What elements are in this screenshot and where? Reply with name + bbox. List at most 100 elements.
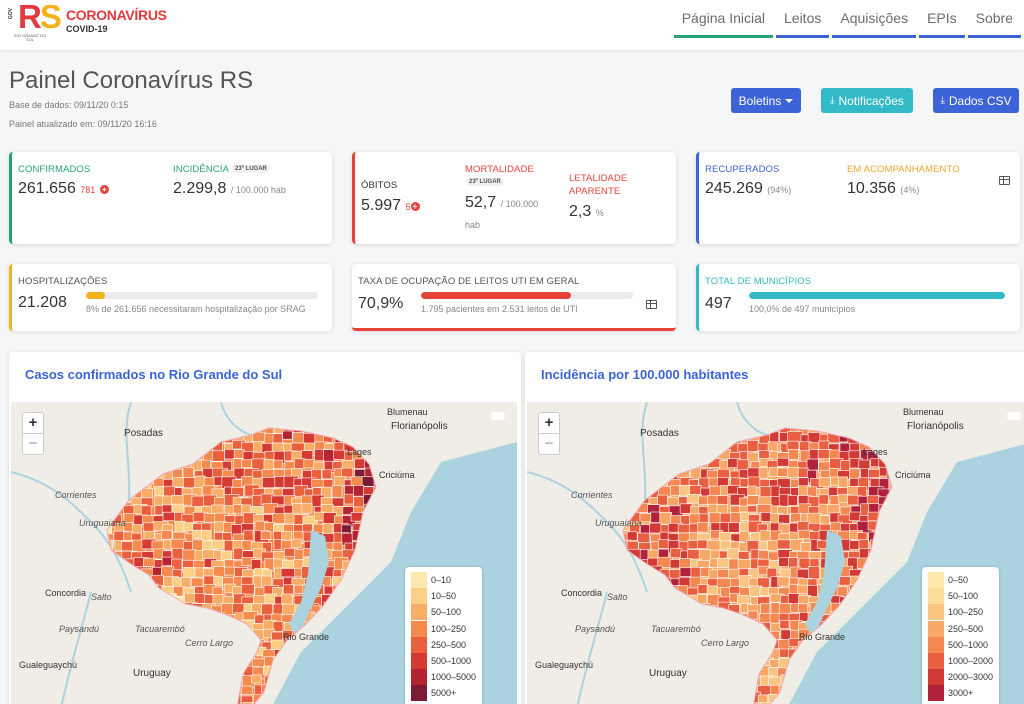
municipality-cell <box>323 658 339 671</box>
legend-item: 250–500 <box>411 636 476 653</box>
municipality-cell <box>342 620 353 634</box>
place-label-tacuarembo: Tacuarembó <box>135 624 185 634</box>
municipality-cell <box>334 657 347 671</box>
municipality-cell <box>759 530 771 542</box>
municipality-cell <box>679 503 693 514</box>
municipality-cell <box>240 685 253 695</box>
municipality-cell <box>284 692 295 701</box>
table-icon[interactable] <box>646 300 657 309</box>
municipality-cell <box>352 658 364 670</box>
place-label-cerro-largo: Cerro Largo <box>701 638 750 648</box>
municipality-cell <box>294 683 305 697</box>
municipality-cell <box>353 640 369 653</box>
confirmados-delta: 781 <box>80 185 96 195</box>
municipality-cell <box>280 568 297 578</box>
municipality-cell <box>670 485 681 496</box>
municipality-cell <box>341 629 353 641</box>
nav-sobre[interactable]: Sobre <box>967 0 1021 38</box>
municipality-cell <box>760 512 772 522</box>
dados-csv-button[interactable]: ⤓ Dados CSV <box>933 88 1019 113</box>
municipality-cell <box>370 613 376 627</box>
municipality-cell <box>363 692 374 704</box>
municipality-cell <box>857 668 868 681</box>
legend-swatch <box>411 588 427 605</box>
municipality-cell <box>757 694 768 704</box>
nav-epis[interactable]: EPIs <box>919 0 965 38</box>
zoom-out-button[interactable]: − <box>23 433 43 453</box>
municipality-cell <box>340 647 354 660</box>
municipality-cell <box>224 566 237 576</box>
acompanhamento-value: 10.356 (4%) <box>847 180 920 197</box>
municipality-cell <box>332 677 348 691</box>
boletins-dropdown-button[interactable]: Boletins <box>731 88 801 113</box>
municipality-cell <box>361 629 374 640</box>
municipality-cell <box>373 694 376 704</box>
zoom-in-button[interactable]: + <box>28 414 38 431</box>
municipality-cell <box>747 485 758 496</box>
map-panel-casos: Casos confirmados no Rio Grande do Sul B… <box>9 352 521 704</box>
acompanhamento-label: EM ACOMPANHAMENTO <box>847 164 960 175</box>
nav-pagina-inicial[interactable]: Página Inicial <box>673 0 773 38</box>
municipality-cell <box>717 557 731 568</box>
municipality-cell <box>846 693 859 704</box>
municipality-cell <box>351 677 365 688</box>
zoom-control: + − <box>538 412 560 455</box>
table-icon[interactable] <box>999 176 1010 185</box>
river-line <box>60 591 92 704</box>
municipality-cell <box>332 640 347 650</box>
municipality-cell <box>322 523 333 535</box>
municipality-cell <box>233 547 244 560</box>
municipality-cell <box>880 594 892 606</box>
municipality-cell <box>282 430 293 440</box>
zoom-out-button[interactable]: − <box>539 433 559 453</box>
municipality-cell <box>343 683 359 696</box>
rs-logo[interactable]: GOV RS RIO GRANDE DO SUL <box>8 0 62 44</box>
municipality-cell <box>353 684 365 698</box>
uti-progress <box>421 292 633 299</box>
legend-swatch <box>411 604 427 621</box>
uti-note: 1.795 pacientes em 2.531 leitos de UTI <box>421 304 578 314</box>
municipality-cell <box>779 619 790 629</box>
municipality-cell <box>364 650 376 661</box>
municipality-cell <box>362 611 376 622</box>
municipality-cell <box>211 450 225 462</box>
municipality-cell <box>728 568 740 579</box>
place-label-corrientes: Corrientes <box>571 490 613 500</box>
municipality-cell <box>364 658 376 670</box>
recuperados-label: RECUPERADOS <box>705 164 780 175</box>
brand[interactable]: CORONAVÍRUS COVID-19 <box>66 7 167 34</box>
municipality-cell <box>889 622 892 636</box>
municipality-cell <box>890 604 892 618</box>
place-label-rio-grande: Rio Grande <box>799 632 846 642</box>
legend-item: 1000–2000 <box>928 653 993 670</box>
notificacoes-button[interactable]: ⤓ Notificações <box>821 88 913 113</box>
layer-toggle-button[interactable] <box>1007 412 1021 420</box>
municipality-cell <box>370 684 376 698</box>
map-casos[interactable]: Blumenau Florianópolis Posadas Lages Criciúm… <box>11 402 517 704</box>
zoom-in-button[interactable]: + <box>544 414 554 431</box>
municipality-cell <box>123 531 133 541</box>
legend-swatch <box>928 572 944 589</box>
municipality-cell <box>161 530 173 540</box>
river-line <box>125 402 132 501</box>
municipality-cell <box>868 611 881 625</box>
nav-leitos[interactable]: Leitos <box>776 0 830 38</box>
municipality-cell <box>302 694 318 704</box>
nav-aquisicoes[interactable]: Aquisições <box>832 0 917 38</box>
municipality-cell <box>867 668 882 681</box>
municipality-cell <box>887 674 892 687</box>
map-panel-incidencia: Incidência por 100.000 habitantes Blumen… <box>525 352 1024 704</box>
layer-toggle-button[interactable] <box>491 412 505 420</box>
municipality-cell <box>776 539 792 550</box>
legend-label: 1000–5000 <box>431 672 477 683</box>
municipality-cell <box>243 529 254 542</box>
legend-swatch <box>411 620 427 637</box>
municipality-cell <box>808 674 820 687</box>
legend-label: 50–100 <box>948 591 979 602</box>
legend-item: 50–100 <box>928 588 993 605</box>
municipality-cell <box>888 614 892 625</box>
municipality-cell <box>836 646 849 658</box>
map-incidencia[interactable]: Blumenau Florianópolis Posadas Lages Criciúm… <box>527 402 1024 704</box>
municipality-cell <box>291 694 308 704</box>
municipality-cell <box>887 594 892 604</box>
